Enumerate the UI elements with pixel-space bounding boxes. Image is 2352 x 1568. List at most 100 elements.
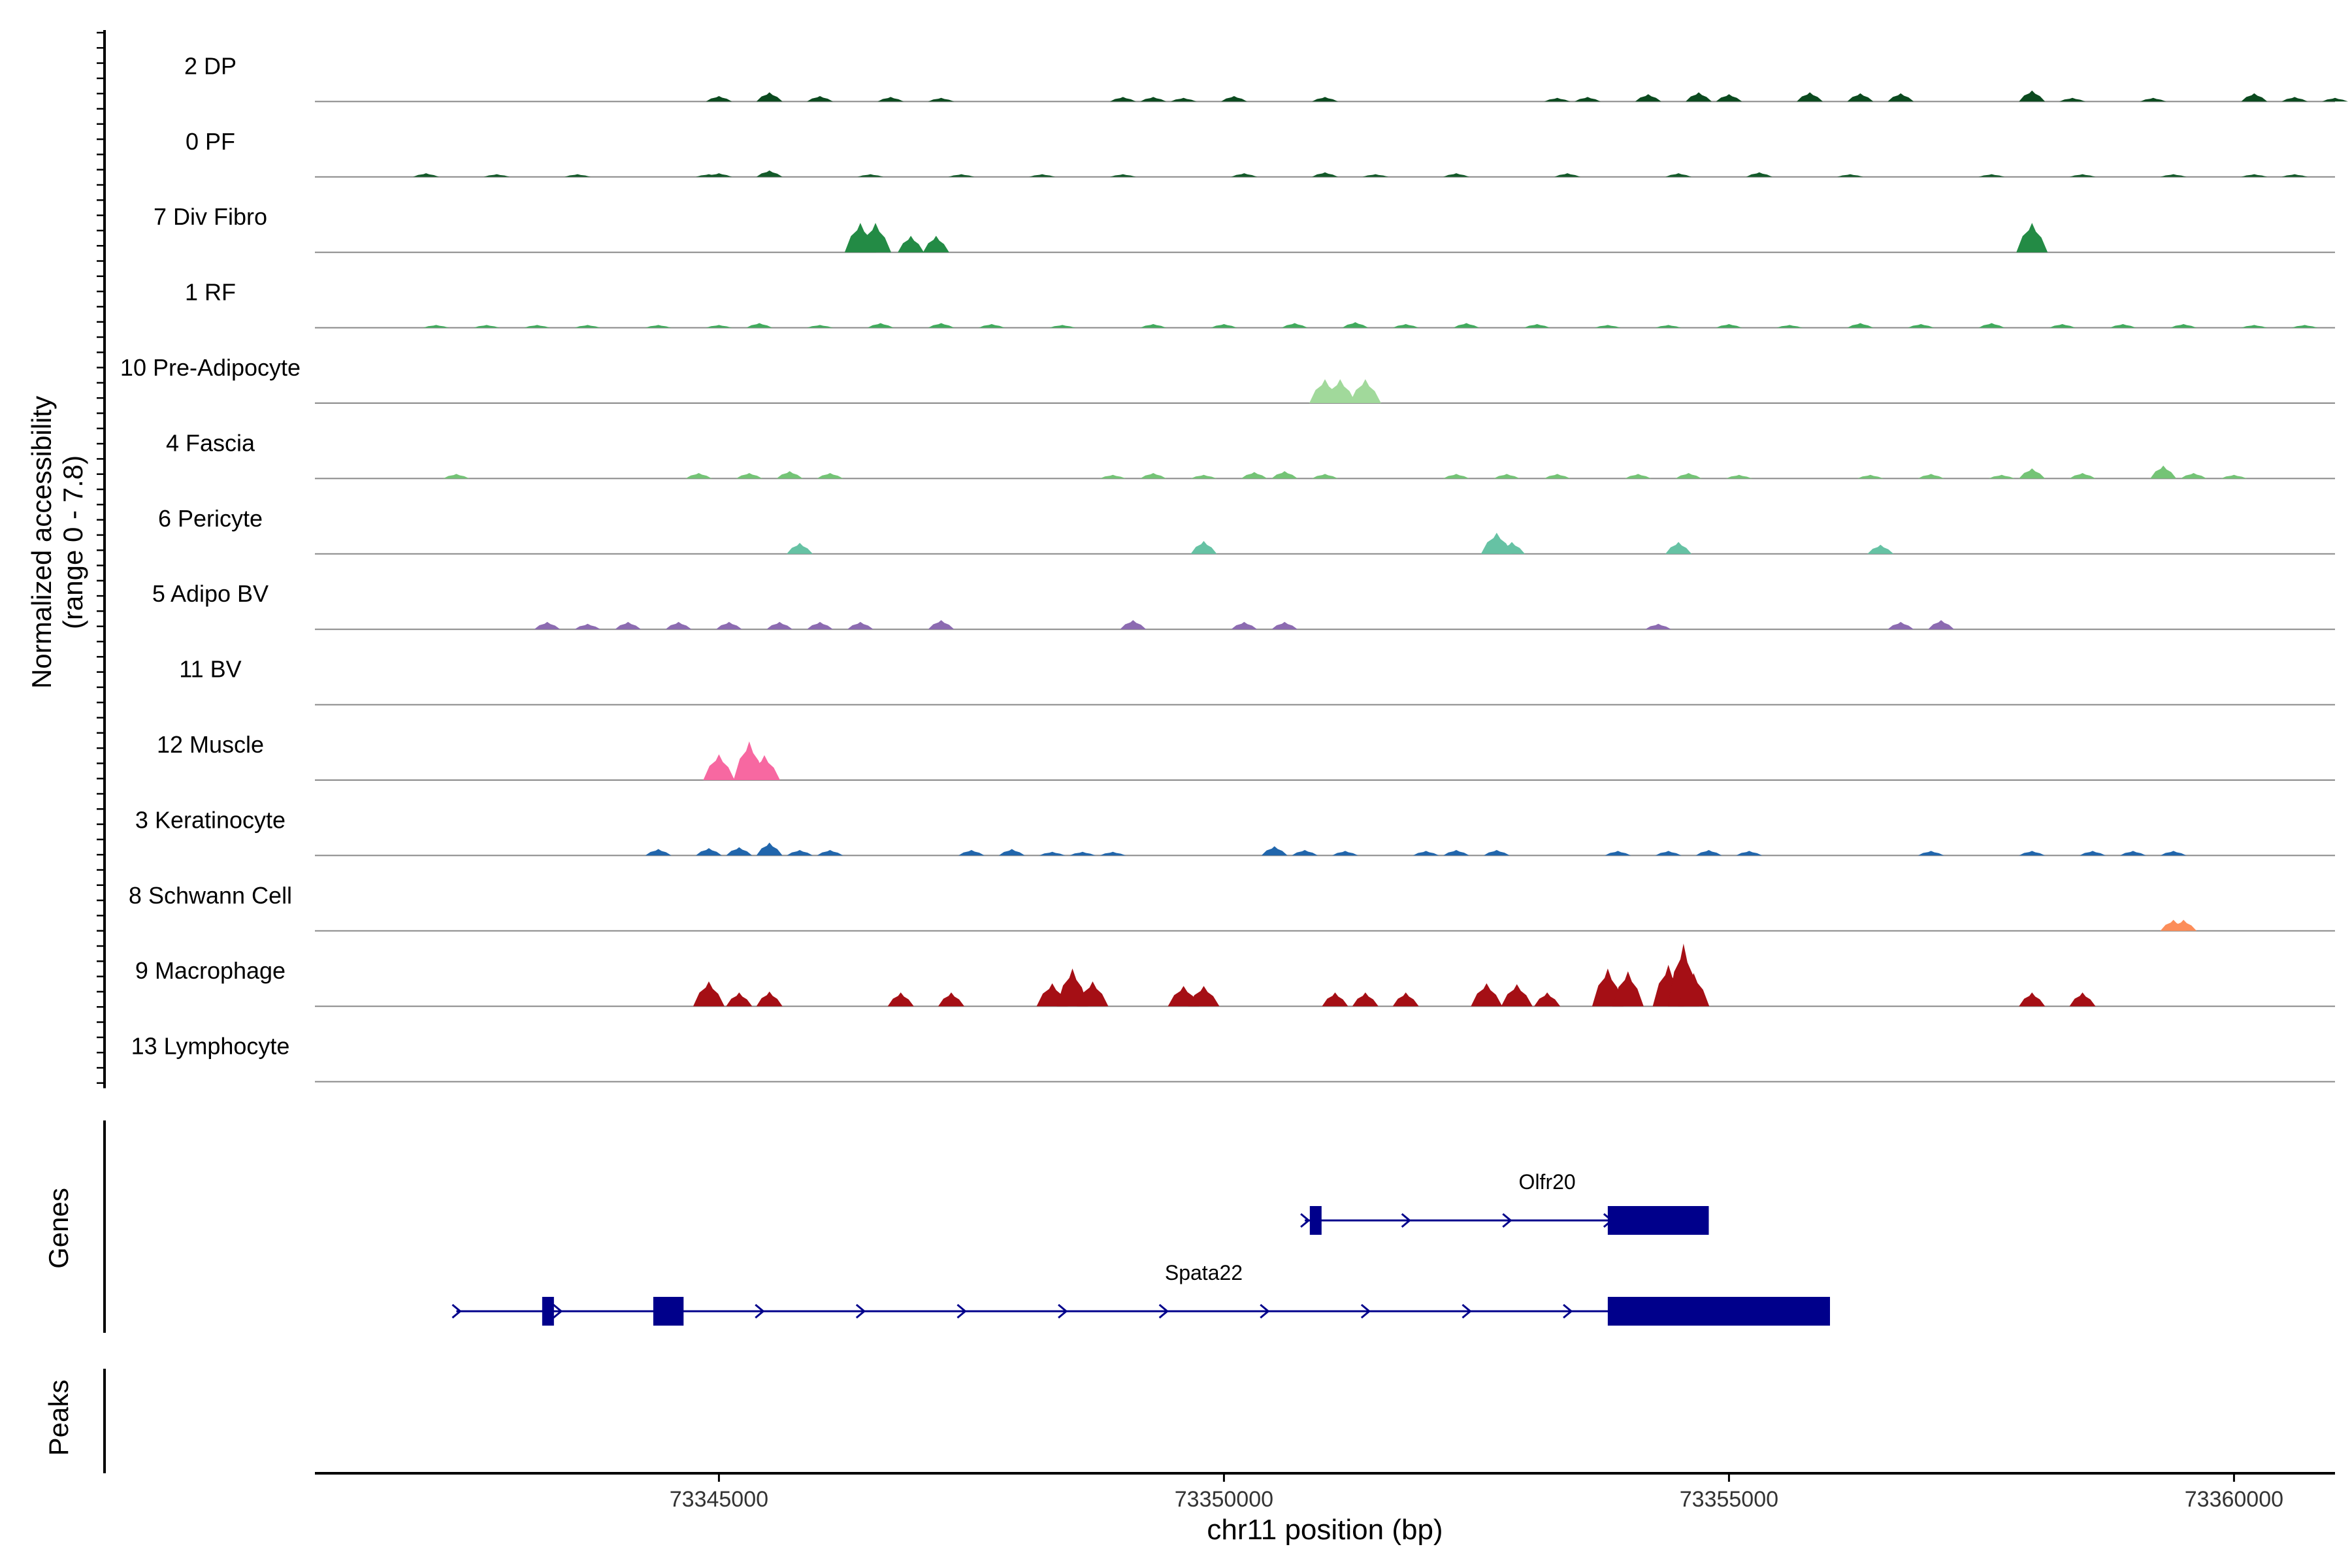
accessibility-peak	[1847, 323, 1874, 328]
accessibility-peak	[807, 325, 833, 328]
accessibility-peak	[706, 325, 732, 328]
accessibility-peak	[1312, 172, 1338, 177]
accessibility-peak	[1554, 173, 1581, 177]
accessibility-peak	[1483, 849, 1510, 856]
accessibility-peak	[2160, 851, 2187, 856]
strand-arrow	[956, 1303, 967, 1319]
gene-name: Spata22	[1165, 1261, 1243, 1284]
gene-name: Olfr20	[1519, 1170, 1576, 1194]
accessibility-peak	[2221, 474, 2247, 479]
accessibility-peak	[1443, 173, 1469, 177]
y-axis-title: Normalized accessibility	[26, 396, 57, 689]
accessibility-peak	[1324, 379, 1356, 403]
accessibility-peak	[1857, 474, 1884, 479]
strand-arrow	[1360, 1303, 1371, 1319]
accessibility-peak	[1716, 323, 1742, 328]
accessibility-peak	[1978, 323, 2005, 328]
accessibility-peak	[1190, 541, 1217, 554]
x-tick-label: 73360000	[2185, 1487, 2283, 1512]
track-label: 0 PF	[186, 128, 235, 155]
track-label: 12 Muscle	[157, 731, 264, 758]
strand-arrow	[855, 1303, 866, 1319]
accessibility-peak	[2079, 851, 2106, 856]
x-axis-title: chr11 position (bp)	[1207, 1514, 1443, 1546]
track: 3 Keratinocyte	[135, 806, 2335, 857]
accessibility-peak	[887, 992, 914, 1007]
accessibility-peak	[1544, 474, 1571, 479]
accessibility-peak	[1625, 474, 1652, 479]
accessibility-peak	[787, 542, 813, 554]
accessibility-peak	[1453, 323, 1480, 328]
track: 2 DP	[184, 52, 2348, 103]
accessibility-peak	[2019, 90, 2046, 102]
accessibility-peak	[1918, 851, 1944, 856]
strand-arrow	[451, 1303, 462, 1319]
accessibility-peak	[524, 325, 551, 328]
accessibility-peak	[807, 621, 833, 630]
accessibility-peak	[1170, 97, 1197, 102]
accessibility-peak	[443, 474, 470, 479]
accessibility-peak	[574, 325, 601, 328]
accessibility-peak	[746, 323, 773, 328]
accessibility-peak	[1413, 851, 1439, 856]
accessibility-peak	[1678, 973, 1710, 1007]
y-axis-range: (range 0 - 7.8)	[57, 455, 88, 629]
accessibility-peak	[1352, 992, 1379, 1007]
track-label: 11 BV	[179, 656, 241, 683]
accessibility-peak	[776, 471, 803, 479]
strand-arrow	[1058, 1303, 1068, 1319]
accessibility-peak	[2019, 468, 2046, 479]
accessibility-peak	[2281, 97, 2308, 102]
accessibility-peak	[1988, 474, 2015, 479]
accessibility-peak	[1544, 97, 1571, 102]
track: 6 Pericyte	[158, 505, 2335, 555]
accessibility-peak	[807, 95, 833, 102]
accessibility-peak	[1655, 325, 1682, 328]
accessibility-peak	[473, 325, 500, 328]
track: 10 Pre-Adipocyte	[120, 354, 2335, 404]
accessibility-peak	[706, 95, 732, 102]
accessibility-peak	[1140, 97, 1167, 102]
accessibility-peak	[1292, 849, 1318, 856]
accessibility-peak	[1392, 992, 1419, 1007]
accessibility-peak	[1322, 992, 1348, 1007]
accessibility-peak	[1686, 92, 1712, 102]
accessibility-peak	[1271, 621, 1298, 630]
track: 5 Adipo BV	[152, 580, 2335, 630]
track-label: 3 Keratinocyte	[135, 806, 286, 833]
strand-arrow	[1158, 1303, 1169, 1319]
accessibility-peak	[1797, 92, 1823, 102]
gene-model: Olfr20	[1300, 1170, 1709, 1235]
accessibility-peak	[695, 848, 722, 856]
accessibility-peak	[703, 754, 735, 780]
accessibility-peak	[1524, 323, 1550, 328]
x-tick-label: 73345000	[670, 1487, 768, 1512]
accessibility-peak	[998, 849, 1025, 856]
accessibility-peak	[1695, 849, 1722, 856]
accessibility-peak	[1443, 474, 1469, 479]
track-label: 4 Fascia	[166, 429, 255, 456]
accessibility-peak	[1499, 542, 1526, 554]
accessibility-peak	[706, 173, 732, 177]
accessibility-peak	[615, 621, 642, 630]
accessibility-peak	[1534, 992, 1561, 1007]
track-label: 13 Lymphocyte	[131, 1033, 290, 1060]
accessibility-peak	[1190, 474, 1217, 479]
accessibility-peak	[1331, 851, 1358, 856]
accessibility-peak	[534, 621, 561, 630]
accessibility-peak	[1188, 986, 1220, 1007]
accessibility-peak	[1261, 846, 1288, 856]
accessibility-peak	[1978, 174, 2005, 177]
accessibility-peak	[2322, 97, 2348, 102]
accessibility-peak	[1220, 95, 1247, 102]
accessibility-peak	[1029, 174, 1056, 177]
accessibility-peak	[1928, 620, 1955, 630]
track-label: 1 RF	[185, 279, 236, 306]
accessibility-peak	[1605, 851, 1631, 856]
accessibility-peak	[1716, 94, 1742, 102]
accessibility-peak	[1109, 174, 1136, 177]
accessibility-peak	[1312, 474, 1338, 479]
track: 8 Schwann Cell	[129, 882, 2335, 932]
strand-arrow	[1260, 1303, 1270, 1319]
accessibility-peak	[1501, 984, 1533, 1007]
